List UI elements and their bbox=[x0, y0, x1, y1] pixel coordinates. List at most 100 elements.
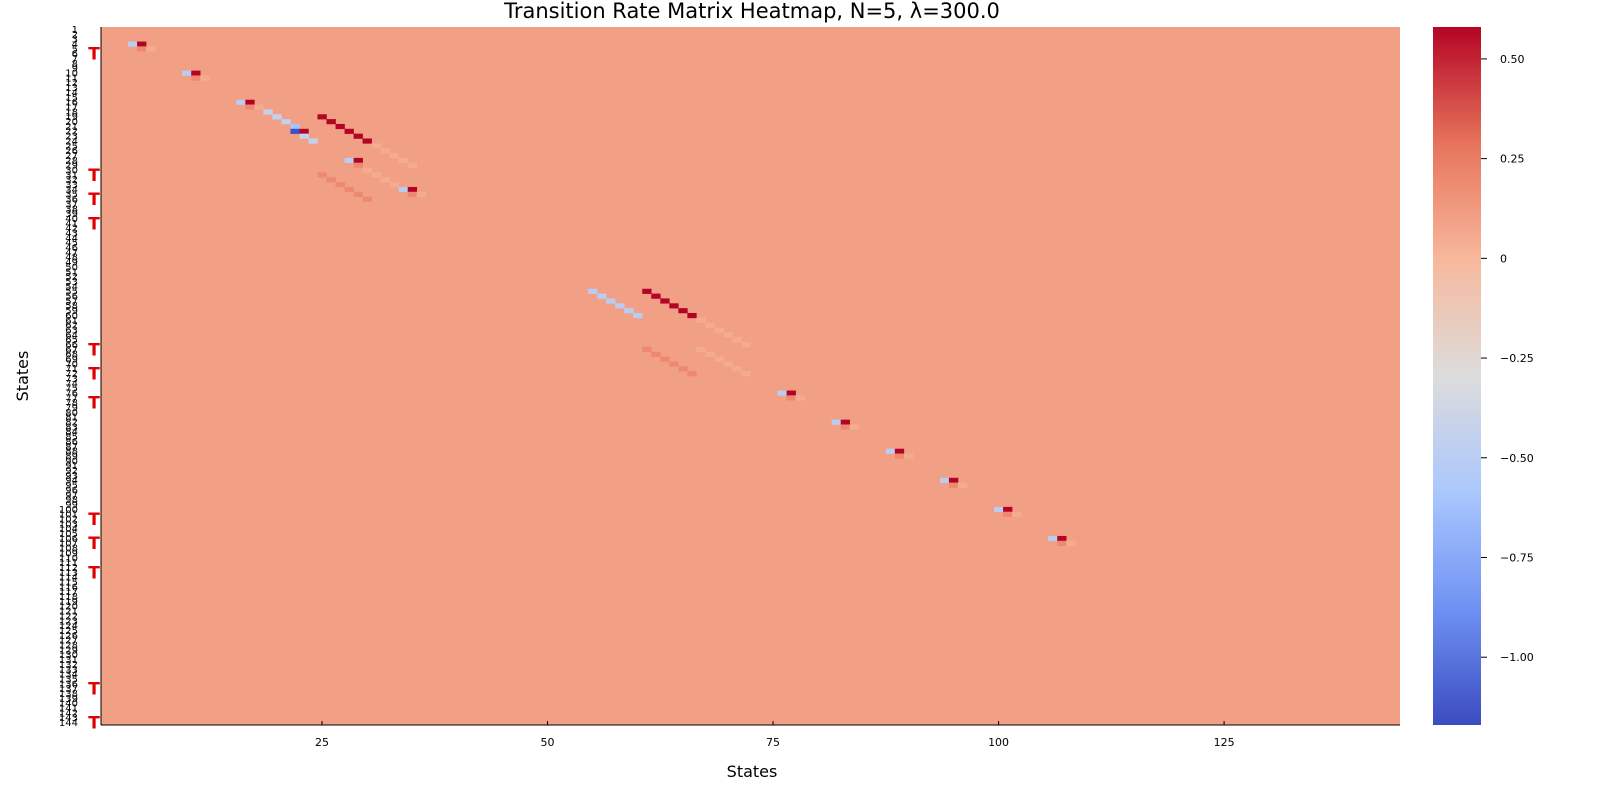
y-tick-label: 92 bbox=[65, 466, 78, 477]
x-tick-label: 50 bbox=[541, 736, 555, 749]
y-tick-label: 19 bbox=[65, 112, 78, 123]
y-tick-label: 32 bbox=[65, 175, 78, 186]
heatmap-cell bbox=[642, 346, 652, 353]
heatmap-cell bbox=[777, 390, 787, 396]
heatmap-cell bbox=[317, 172, 327, 178]
colorbar-tick-label: −1.00 bbox=[1500, 651, 1534, 664]
y-tick-label: 11 bbox=[65, 73, 78, 84]
y-tick-label: 77 bbox=[65, 393, 78, 404]
y-tick-label: 76 bbox=[65, 388, 78, 399]
y-tick-label: 132 bbox=[59, 660, 78, 671]
heatmap-cell bbox=[389, 153, 399, 159]
heatmap-cell bbox=[254, 104, 264, 110]
heatmap-cell bbox=[398, 157, 409, 164]
heatmap-cell bbox=[380, 177, 390, 183]
colorbar: 0.50 0.25 0 −0.25 −0.50 −0.75 −1.00 bbox=[1433, 27, 1534, 725]
y-tick-label: 126 bbox=[59, 631, 78, 642]
y-tick-label: 12 bbox=[65, 78, 78, 89]
heatmap-cell bbox=[714, 356, 724, 362]
row-marker: T bbox=[88, 45, 100, 65]
x-axis-label: States bbox=[727, 762, 778, 781]
y-tick-label: 24 bbox=[65, 136, 78, 147]
heatmap-cell bbox=[407, 191, 418, 197]
y-tick-label: 99 bbox=[65, 500, 78, 511]
y-tick-label: 107 bbox=[59, 539, 78, 550]
y-tick-label: 43 bbox=[65, 229, 78, 240]
heatmap-cell bbox=[723, 332, 733, 338]
y-tick-label: 18 bbox=[65, 107, 78, 118]
heatmap-cell bbox=[137, 46, 147, 52]
y-tick-label: 98 bbox=[65, 495, 78, 506]
y-tick-label: 115 bbox=[59, 578, 78, 589]
y-tick-label: 4 bbox=[72, 39, 78, 50]
heatmap-cell bbox=[407, 186, 418, 193]
y-tick-label: 42 bbox=[65, 224, 78, 235]
heatmap-cell bbox=[371, 143, 381, 149]
y-tick-label: 17 bbox=[65, 102, 78, 113]
y-tick-label: 136 bbox=[59, 679, 78, 690]
y-tick-label: 34 bbox=[65, 185, 78, 196]
y-tick-label: 72 bbox=[65, 369, 78, 380]
y-tick-label: 82 bbox=[65, 418, 78, 429]
y-tick-label: 71 bbox=[65, 364, 78, 375]
heatmap-cell bbox=[407, 162, 418, 168]
heatmap-cell bbox=[840, 424, 851, 430]
y-tick-label: 51 bbox=[65, 267, 78, 278]
y-axis-label: States bbox=[13, 351, 32, 402]
y-tick-label: 13 bbox=[65, 83, 78, 94]
y-tick-label: 44 bbox=[65, 233, 78, 244]
heatmap-cell bbox=[678, 366, 688, 372]
y-tick-label: 122 bbox=[59, 611, 78, 622]
y-tick-label: 45 bbox=[65, 238, 78, 249]
y-tick-label: 5 bbox=[72, 44, 78, 55]
y-tick-label: 75 bbox=[65, 384, 78, 395]
heatmap-cell bbox=[362, 138, 372, 144]
heatmap-cell bbox=[200, 75, 210, 81]
heatmap-cell bbox=[705, 351, 715, 357]
y-tick-label: 65 bbox=[65, 335, 78, 346]
heatmap-cell bbox=[894, 453, 905, 459]
heatmap-cell bbox=[236, 99, 246, 105]
heatmap-cell bbox=[714, 327, 724, 333]
y-tick-label: 26 bbox=[65, 146, 78, 157]
heatmap-cell bbox=[588, 288, 598, 294]
y-tick-label: 139 bbox=[59, 694, 78, 705]
y-tick-label: 125 bbox=[59, 626, 78, 637]
heatmap-cell bbox=[191, 75, 201, 81]
row-marker: T bbox=[88, 214, 100, 234]
heatmap-cell bbox=[651, 293, 661, 299]
row-marker: T bbox=[88, 365, 100, 385]
colorbar-tick-label: −0.50 bbox=[1500, 452, 1534, 465]
heatmap-cell bbox=[1057, 535, 1067, 542]
colorbar-tick-label: 0.25 bbox=[1500, 153, 1525, 166]
y-tick-label: 28 bbox=[65, 156, 78, 167]
y-tick-label: 83 bbox=[65, 422, 78, 433]
heatmap-cell bbox=[335, 123, 345, 130]
y-tick-label: 21 bbox=[65, 122, 78, 133]
y-tick-label: 79 bbox=[65, 403, 78, 414]
y-tick-label: 138 bbox=[59, 689, 78, 700]
row-marker: T bbox=[88, 340, 100, 360]
heatmap-cell bbox=[146, 46, 156, 52]
heatmap-cell bbox=[272, 114, 282, 120]
heatmap-cell bbox=[687, 312, 697, 319]
y-tick-label: 2 bbox=[72, 30, 78, 41]
y-tick-label: 101 bbox=[59, 510, 78, 521]
y-tick-label: 64 bbox=[65, 330, 78, 341]
heatmap-cell bbox=[957, 482, 968, 488]
y-tick-label: 49 bbox=[65, 258, 78, 269]
y-tick-label: 20 bbox=[65, 117, 78, 128]
heatmap-cell bbox=[696, 317, 706, 323]
heatmap-cell bbox=[263, 109, 273, 115]
heatmap-cell bbox=[723, 361, 733, 367]
heatmap-cell bbox=[245, 99, 255, 105]
y-tick-label: 73 bbox=[65, 374, 78, 385]
colorbar-tick-label: −0.75 bbox=[1500, 551, 1534, 564]
y-tick-label: 47 bbox=[65, 248, 78, 259]
heatmap-cell bbox=[290, 123, 300, 130]
heatmap-cell bbox=[696, 346, 706, 353]
y-tick-label: 120 bbox=[59, 602, 78, 613]
heatmap-cell bbox=[678, 308, 688, 314]
y-tick-label: 110 bbox=[59, 553, 78, 564]
